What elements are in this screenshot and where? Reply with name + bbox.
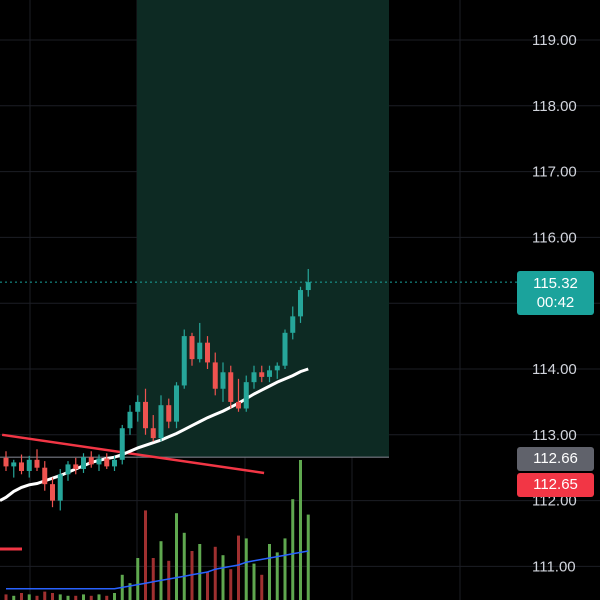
price-axis-tick-label: 117.00 xyxy=(532,164,577,181)
candle-body xyxy=(220,372,226,389)
volume-bar xyxy=(35,595,39,600)
last-price-value: 115.32 xyxy=(533,275,578,292)
volume-bar xyxy=(299,460,302,600)
candle-body xyxy=(3,457,9,467)
candle-body xyxy=(34,459,40,468)
candle-body xyxy=(11,462,17,467)
volume-moving-average-line xyxy=(6,550,309,590)
candle-body xyxy=(298,290,303,317)
candle-body xyxy=(119,428,125,460)
volume-bar xyxy=(151,558,155,600)
volume-bar xyxy=(206,572,209,600)
volume-bar xyxy=(97,594,101,600)
candle-body xyxy=(143,401,148,429)
highlight-zone xyxy=(137,0,389,458)
candle-body xyxy=(282,332,288,366)
candle-body xyxy=(243,382,249,409)
candle-body xyxy=(42,467,48,485)
volume-bar xyxy=(58,594,62,600)
candle-body xyxy=(65,464,71,475)
candle-body xyxy=(305,282,311,291)
volume-bar xyxy=(4,594,8,600)
trendline[interactable] xyxy=(1,433,265,475)
volume-bar xyxy=(167,560,171,600)
candles xyxy=(3,268,311,511)
candle-body xyxy=(181,336,187,386)
volume-bar xyxy=(89,595,93,600)
candle-body xyxy=(228,372,234,402)
volume-bars xyxy=(4,460,310,600)
volume-bar xyxy=(260,574,264,600)
previous-close-tag: 112.65 xyxy=(517,473,594,497)
volume-bar xyxy=(51,593,54,600)
volume-bar xyxy=(275,552,279,600)
volume-bar xyxy=(213,546,217,600)
volume-bar xyxy=(82,594,85,600)
volume-bar xyxy=(12,595,16,600)
candle-body xyxy=(205,342,210,363)
volume-bar xyxy=(229,569,233,600)
volume-bar xyxy=(291,499,295,600)
volume-bar xyxy=(175,513,178,600)
volume-bar xyxy=(283,538,287,600)
volume-bar xyxy=(136,558,140,600)
candle-body xyxy=(57,474,63,501)
candle-body xyxy=(73,464,79,470)
price-axis-tick-label: 113.00 xyxy=(532,427,577,444)
volume-bar xyxy=(198,544,202,600)
price-axis-tick-label: 111.00 xyxy=(532,558,576,575)
volume-bar xyxy=(27,594,31,600)
volume-bar xyxy=(221,555,225,600)
candle-body xyxy=(104,458,110,467)
volume-bar xyxy=(66,595,70,600)
volume-bar xyxy=(182,532,186,600)
candle-body xyxy=(81,457,86,470)
volume-bar xyxy=(268,544,271,600)
candle-body xyxy=(158,405,164,439)
volume-bar xyxy=(128,583,132,600)
candle-body xyxy=(96,458,102,465)
candle-body xyxy=(236,401,241,409)
volume-bar xyxy=(159,541,163,600)
moving-average-line xyxy=(0,367,309,502)
candle-body xyxy=(189,336,195,360)
volume-bar xyxy=(74,595,78,600)
price-axis-tick-label: 118.00 xyxy=(532,98,577,115)
volume-bar xyxy=(144,510,147,600)
candle-body xyxy=(88,457,94,465)
candle-body xyxy=(166,405,172,422)
price-axis-tick-label: 114.00 xyxy=(532,361,577,378)
candle-body xyxy=(267,370,272,377)
candle-body xyxy=(127,411,133,429)
price-axis-tick-label: 119.00 xyxy=(532,32,577,49)
candle-body xyxy=(212,362,218,389)
candle-body xyxy=(197,342,203,360)
price-axis-tick-label: 116.00 xyxy=(532,229,577,246)
candle-body xyxy=(259,372,265,377)
reference-price-tag: 112.66 xyxy=(517,447,594,471)
candle-body xyxy=(50,484,55,501)
volume-bar xyxy=(113,593,116,600)
volume-bar xyxy=(20,593,23,600)
candle-body xyxy=(251,372,257,383)
candle-body xyxy=(274,365,280,371)
candle-body xyxy=(112,459,117,467)
volume-bar xyxy=(237,535,240,600)
candle-body xyxy=(174,385,179,422)
volume-bar xyxy=(244,538,248,600)
volume-bar xyxy=(252,563,256,600)
volume-bar xyxy=(105,595,109,600)
candle-body xyxy=(150,428,156,439)
candle-body xyxy=(135,401,141,412)
candle-body xyxy=(290,316,296,333)
volume-bar xyxy=(306,514,310,600)
bar-countdown: 00:42 xyxy=(536,294,575,311)
candle-body xyxy=(26,459,32,471)
volume-bar xyxy=(43,591,47,600)
last-price-tag: 115.32 00:42 xyxy=(517,271,594,315)
candle-body xyxy=(19,462,24,471)
